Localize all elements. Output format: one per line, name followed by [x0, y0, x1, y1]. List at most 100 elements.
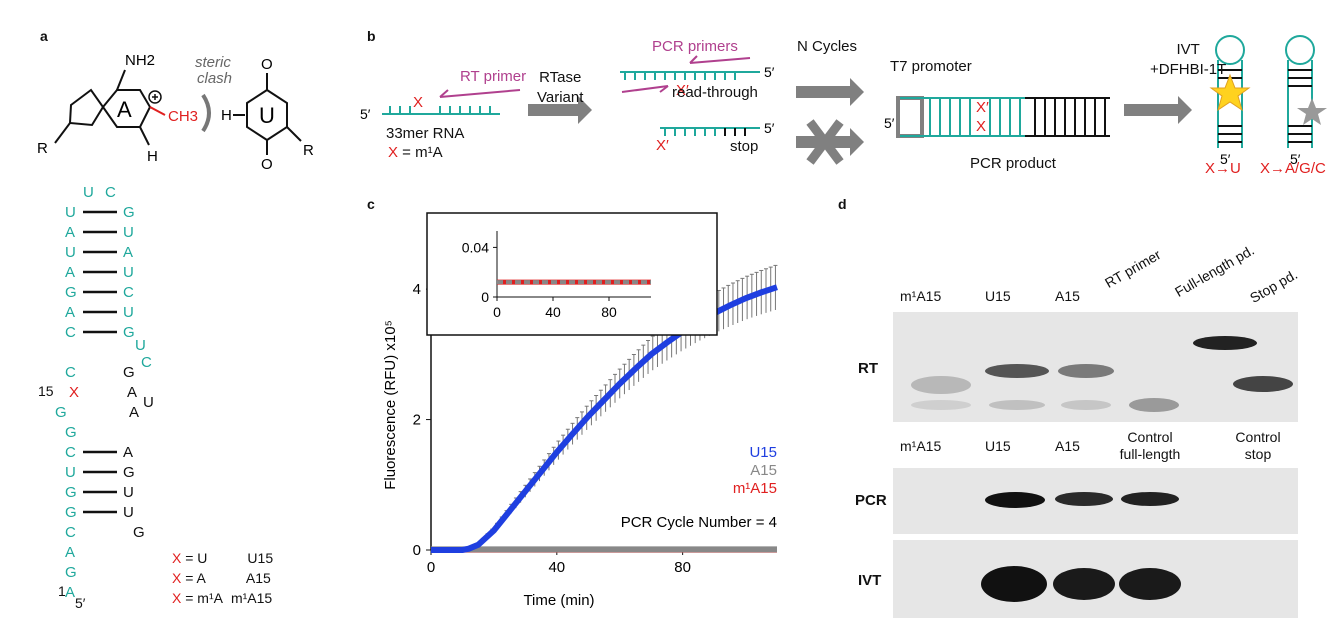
x-product: X	[976, 118, 986, 135]
y-tick-label: 4	[413, 281, 421, 298]
lane-label-top: Full-length pd.	[1172, 241, 1257, 300]
svg-text:A: A	[65, 304, 75, 321]
x-definition: X = m¹A	[388, 144, 443, 161]
legend-a15: A15	[750, 462, 777, 479]
base-a-letter: A	[117, 97, 132, 122]
gel-band	[1119, 568, 1181, 600]
pcr-cycle-annotation: PCR Cycle Number = 4	[621, 514, 777, 531]
svg-text:U: U	[123, 264, 134, 281]
svg-text:C: C	[65, 444, 76, 461]
x-tick-label: 80	[674, 559, 691, 576]
r-label-right: R	[303, 142, 314, 159]
t7-promoter-label: T7 promoter	[890, 58, 972, 75]
svg-text:G: G	[65, 564, 77, 581]
x-def-x: X	[388, 144, 399, 161]
panel-d-label: d	[838, 196, 847, 212]
xprime-product: X′	[976, 99, 989, 116]
x-to-u-label: X→U	[1205, 160, 1241, 177]
ch3-label: CH3	[168, 108, 198, 125]
gel-band	[911, 376, 971, 394]
xprime-readthrough: X′	[676, 82, 689, 99]
legend-x: X	[172, 590, 182, 606]
panel-c-label: c	[367, 196, 375, 212]
lane-label-top: m¹A15	[900, 288, 942, 304]
svg-text:G: G	[65, 484, 77, 501]
svg-text:A: A	[129, 404, 139, 421]
lane-label-bottom: U15	[985, 438, 1011, 454]
x-tick-label: 40	[548, 559, 565, 576]
svg-text:X: X	[69, 384, 79, 401]
svg-text:U: U	[65, 204, 76, 221]
gel-band	[1121, 492, 1179, 506]
gel-band	[911, 400, 971, 410]
inset-x-tick-label: 40	[545, 304, 561, 320]
lane-label-bottom: m¹A15	[900, 438, 942, 454]
svg-text:U: U	[135, 337, 146, 354]
gel-band	[1129, 398, 1179, 412]
legend-eq: = A	[185, 570, 206, 586]
svg-text:G: G	[65, 284, 77, 301]
inset-y-tick-label: 0	[481, 289, 489, 305]
gel-band	[1193, 336, 1257, 350]
n-cycles-label: N Cycles	[797, 38, 858, 55]
svg-text:U: U	[123, 304, 134, 321]
legend-row-u15: X = U U15	[172, 548, 273, 568]
svg-text:G: G	[65, 424, 77, 441]
rt-gel	[893, 312, 1298, 422]
ivt-label: IVT +DFHBI-1T	[1150, 40, 1226, 80]
svg-text:G: G	[123, 324, 135, 341]
legend-name: A15	[245, 570, 271, 586]
stop-5prime: 5′	[764, 120, 775, 136]
svg-text:G: G	[55, 404, 67, 421]
gel-band	[985, 492, 1045, 508]
svg-text:C: C	[123, 284, 134, 301]
y-axis-label: Fluorescence (RFU) x10⁵	[382, 320, 399, 490]
svg-text:U: U	[123, 224, 134, 241]
ivt-line2: +DFHBI-1T	[1150, 61, 1227, 78]
h-label-a: H	[147, 148, 158, 165]
rtase-line2: Variant	[537, 89, 584, 106]
svg-text:U: U	[65, 464, 76, 481]
main-series	[431, 264, 778, 553]
svg-text:G: G	[123, 464, 135, 481]
svg-text:G: G	[133, 524, 145, 541]
read-through-label: read-through	[672, 84, 758, 101]
svg-text:U: U	[123, 504, 134, 521]
xprime-stop: X′	[656, 137, 669, 154]
nh2-label: NH2	[125, 52, 155, 69]
panel-a-label: a	[40, 28, 48, 44]
svg-text:C: C	[141, 354, 152, 371]
gel-spacer	[1113, 424, 1114, 425]
legend-x: X	[172, 550, 182, 566]
legend-row-m1a15: X = m¹A m¹A15	[172, 588, 273, 608]
stop-label: stop	[730, 138, 759, 155]
x-mark-rna: X	[413, 94, 423, 111]
inset-x-tick-label: 80	[601, 304, 617, 320]
x-axis-label: Time (min)	[523, 592, 594, 609]
apt2-5prime: 5′	[1290, 151, 1301, 167]
svg-text:C: C	[65, 364, 76, 381]
inset-frame	[426, 212, 718, 336]
legend-m1a15: m¹A15	[733, 480, 777, 497]
rt-5prime: 5′	[764, 64, 775, 80]
lane-label-bottom: A15	[1055, 438, 1080, 454]
h-label-u: H	[221, 107, 232, 124]
ivt-line1: IVT	[1176, 41, 1200, 58]
rtase-label: RTase Variant	[537, 68, 583, 108]
position-1-label: 1	[58, 583, 66, 599]
steric-clash-label: steric clash	[195, 54, 232, 87]
position-15-label: 15	[38, 383, 54, 399]
inset-x-tick-label: 0	[493, 304, 501, 320]
legend-eq: = m¹A	[185, 590, 223, 606]
hairpin-spacer	[68, 410, 69, 411]
inset-y-tick-label: 0.04	[462, 239, 489, 255]
x-to-agc-label: X→A/G/C	[1260, 160, 1326, 177]
svg-text:G: G	[123, 204, 135, 221]
rt-primer-label: RT primer	[460, 68, 527, 85]
x-def-rest: = m¹A	[398, 144, 443, 161]
svg-text:C: C	[65, 324, 76, 341]
lane-label-bottom: Control full-length	[1119, 429, 1181, 462]
legend-name: m¹A15	[230, 590, 273, 606]
